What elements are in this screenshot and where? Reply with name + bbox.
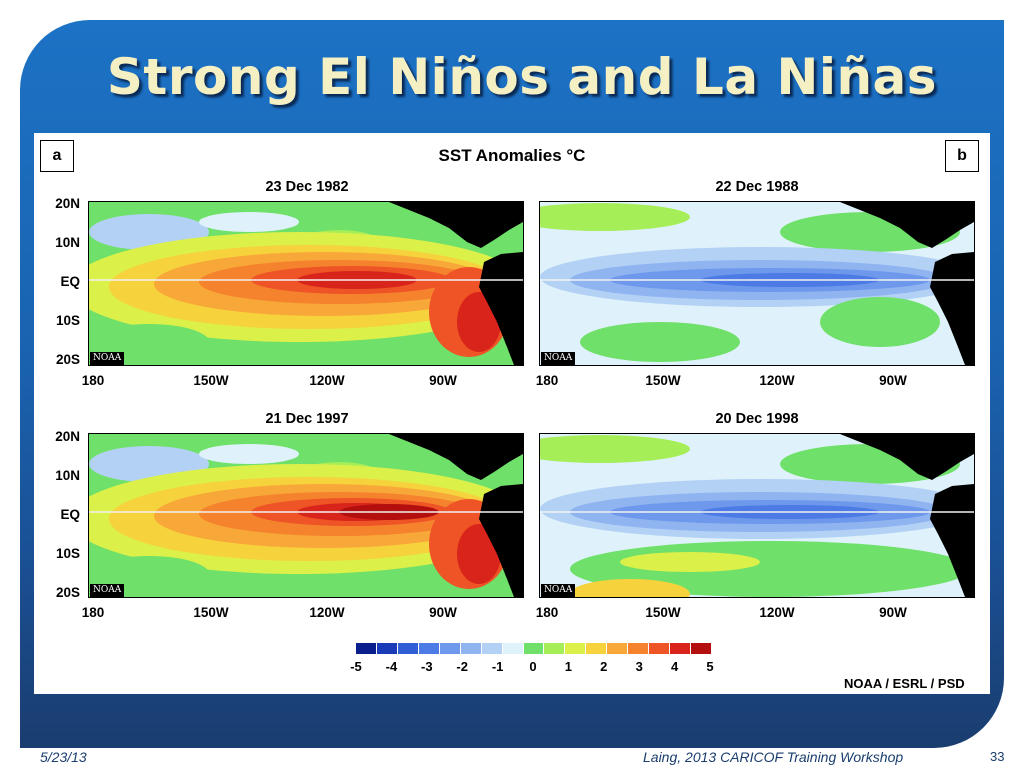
lat-label: 10S — [55, 313, 80, 328]
colorbar-tick-label: -5 — [350, 659, 362, 674]
lon-label: 180 — [535, 373, 559, 388]
noaa-watermark: NOAA — [90, 352, 125, 365]
lon-label: 150W — [193, 605, 229, 620]
colorbar-swatch — [628, 643, 649, 654]
lon-label: 180 — [535, 605, 559, 620]
colorbar-tick-label: 0 — [529, 659, 537, 674]
page-number: 33 — [990, 749, 1005, 764]
colorbar-swatch — [356, 643, 376, 654]
lon-label: 90W — [879, 605, 907, 620]
colorbar-tick-label: -3 — [421, 659, 433, 674]
lon-label: 90W — [429, 605, 457, 620]
sst-map-1988-image — [540, 202, 974, 365]
colorbar-swatch — [565, 643, 586, 654]
lat-label: 10S — [55, 546, 80, 561]
lon-label: 120W — [759, 373, 795, 388]
colorbar-swatch — [607, 643, 628, 654]
noaa-watermark: NOAA — [90, 584, 125, 597]
lon-label: 120W — [309, 373, 345, 388]
colorbar-tick-label: -2 — [456, 659, 468, 674]
sst-map-1998-image — [540, 434, 974, 597]
footer-date: 5/23/13 — [40, 749, 87, 765]
panel-label-a: a — [40, 140, 74, 172]
colorbar-tick-label: 4 — [670, 659, 679, 674]
sst-map-1982-image — [89, 202, 523, 365]
lon-label: 90W — [429, 373, 457, 388]
noaa-watermark: NOAA — [541, 584, 576, 597]
lat-label: 20N — [55, 429, 80, 444]
slide-title: Strong El Niños and La Niñas — [106, 48, 938, 106]
colorbar-labels: -5 -4 -3 -2 -1 0 1 2 3 4 5 — [343, 659, 723, 675]
lon-label: 150W — [645, 373, 681, 388]
figure-main-title: SST Anomalies °C — [438, 146, 586, 165]
colorbar — [356, 643, 712, 654]
sst-map-1982: NOAA — [88, 201, 524, 366]
map-title-1982: 23 Dec 1982 — [265, 179, 349, 195]
lon-label: 180 — [81, 605, 105, 620]
lat-label: 20S — [55, 585, 80, 600]
panel-label-b: b — [945, 140, 979, 172]
colorbar-swatch — [649, 643, 670, 654]
lon-label: 90W — [879, 373, 907, 388]
map-title-1998: 20 Dec 1998 — [715, 411, 799, 427]
colorbar-swatch — [397, 643, 418, 654]
sst-map-1998: NOAA — [539, 433, 975, 598]
colorbar-swatch — [481, 643, 502, 654]
colorbar-swatch — [670, 643, 691, 654]
colorbar-tick-label: 3 — [635, 659, 643, 674]
lat-label: 20S — [55, 352, 80, 367]
colorbar-tick-label: 2 — [600, 659, 608, 674]
sst-figure: a b SST Anomalies °C 23 Dec 1982 22 Dec … — [34, 133, 990, 694]
sst-map-1997-image — [89, 434, 523, 597]
source-credit: NOAA / ESRL / PSD — [844, 676, 965, 691]
lon-label: 180 — [81, 373, 105, 388]
lat-label: EQ — [60, 274, 80, 289]
colorbar-swatch — [502, 643, 523, 654]
lat-label: 10N — [55, 235, 80, 250]
colorbar-tick-label: -4 — [385, 659, 398, 674]
colorbar-swatch — [523, 643, 544, 654]
footer-credit: Laing, 2013 CARICOF Training Workshop — [643, 749, 904, 765]
sst-map-1988: NOAA — [539, 201, 975, 366]
colorbar-tick-label: 5 — [706, 659, 714, 674]
lon-label: 120W — [309, 605, 345, 620]
colorbar-tick-label: -1 — [491, 659, 504, 674]
lon-label: 120W — [759, 605, 795, 620]
lat-label: 10N — [55, 468, 80, 483]
map-title-1997: 21 Dec 1997 — [265, 411, 349, 427]
colorbar-swatch — [691, 643, 711, 654]
noaa-watermark: NOAA — [541, 352, 576, 365]
colorbar-swatch — [418, 643, 439, 654]
lon-label: 150W — [645, 605, 681, 620]
colorbar-swatch — [544, 643, 565, 654]
lat-label: 20N — [55, 196, 80, 211]
colorbar-swatch — [376, 643, 397, 654]
sst-map-1997: NOAA — [88, 433, 524, 598]
map-title-1988: 22 Dec 1988 — [715, 179, 799, 195]
lon-label: 150W — [193, 373, 229, 388]
lat-label: EQ — [60, 507, 80, 522]
colorbar-swatch — [586, 643, 607, 654]
colorbar-swatch — [439, 643, 460, 654]
colorbar-swatch — [460, 643, 481, 654]
colorbar-tick-label: 1 — [564, 659, 572, 674]
